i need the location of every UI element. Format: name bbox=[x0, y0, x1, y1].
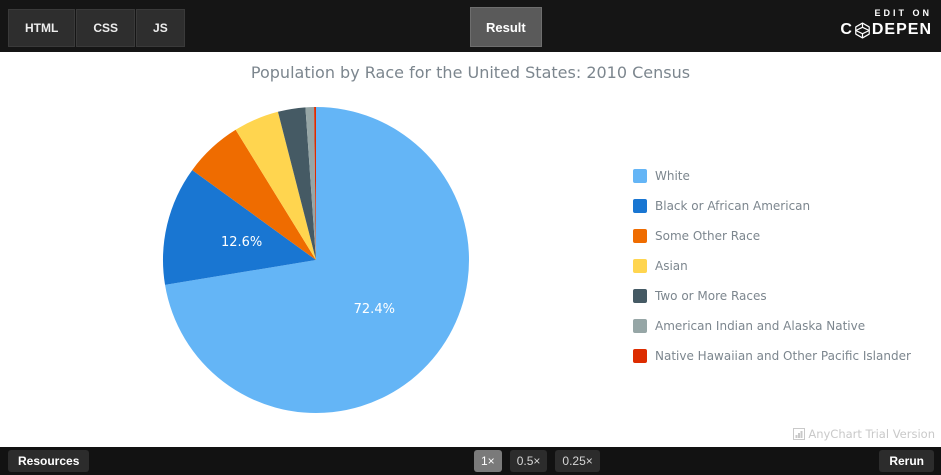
legend-label: White bbox=[655, 169, 690, 183]
legend-item-some-other-race[interactable]: Some Other Race bbox=[633, 221, 911, 251]
pie-slice-label-black-or-african-american: 12.6% bbox=[221, 235, 262, 250]
legend-label: Asian bbox=[655, 259, 688, 273]
pie-slice-white[interactable] bbox=[165, 107, 470, 413]
tab-css[interactable]: CSS bbox=[76, 9, 136, 47]
legend-item-two-or-more-races[interactable]: Two or More Races bbox=[633, 281, 911, 311]
legend-label: Black or African American bbox=[655, 199, 811, 213]
tab-html[interactable]: HTML bbox=[8, 9, 76, 47]
brand-suffix: DEPEN bbox=[871, 21, 932, 38]
pie-slice-two-or-more-races[interactable] bbox=[277, 107, 316, 260]
legend: White Black or African American Some Other… bbox=[633, 161, 911, 371]
pie-slice-asian[interactable] bbox=[235, 111, 316, 260]
bottom-bar: Resources 1× 0.5× 0.25× Rerun bbox=[0, 447, 941, 475]
edit-on-label: EDIT ON bbox=[874, 8, 932, 18]
legend-swatch-icon bbox=[633, 349, 647, 363]
pie-chart: 72.4% 12.6% bbox=[163, 106, 470, 413]
codepen-logo-icon bbox=[854, 21, 871, 39]
legend-item-asian[interactable]: Asian bbox=[633, 251, 911, 281]
legend-swatch-icon bbox=[633, 199, 647, 213]
zoom-0-25-button[interactable]: 0.25× bbox=[555, 450, 600, 472]
codepen-brand: C DEPEN bbox=[840, 21, 932, 39]
resources-button[interactable]: Resources bbox=[8, 450, 90, 472]
legend-swatch-icon bbox=[633, 289, 647, 303]
legend-item-native-hawaiian-and-other-pacific-islander[interactable]: Native Hawaiian and Other Pacific Island… bbox=[633, 341, 911, 371]
tab-result[interactable]: Result bbox=[470, 7, 542, 47]
pie-slice-black-or-african-american[interactable] bbox=[163, 170, 316, 285]
legend-label: Some Other Race bbox=[655, 229, 761, 243]
chart-title: Population by Race for the United States… bbox=[250, 63, 691, 82]
legend-label: Two or More Races bbox=[655, 289, 767, 303]
legend-swatch-icon bbox=[633, 319, 647, 333]
zoom-group: 1× 0.5× 0.25× bbox=[474, 447, 600, 475]
chart-area: Population by Race for the United States… bbox=[0, 52, 941, 447]
legend-item-white[interactable]: White bbox=[633, 161, 911, 191]
legend-item-american-indian-and-alaska-native[interactable]: American Indian and Alaska Native bbox=[633, 311, 911, 341]
legend-item-black-or-african-american[interactable]: Black or African American bbox=[633, 191, 911, 221]
pie-slice-some-other-race[interactable] bbox=[192, 129, 316, 260]
anychart-watermark[interactable]: AnyChart Trial Version bbox=[793, 427, 935, 441]
watermark-label: AnyChart Trial Version bbox=[808, 427, 935, 441]
edit-on-codepen-link[interactable]: EDIT ON C DEPEN bbox=[840, 8, 932, 39]
tab-js[interactable]: JS bbox=[136, 9, 185, 47]
legend-swatch-icon bbox=[633, 229, 647, 243]
legend-label: American Indian and Alaska Native bbox=[655, 319, 866, 333]
zoom-1-button[interactable]: 1× bbox=[474, 450, 502, 472]
rerun-button[interactable]: Rerun bbox=[879, 450, 934, 472]
legend-swatch-icon bbox=[633, 259, 647, 273]
zoom-0-5-button[interactable]: 0.5× bbox=[509, 450, 548, 472]
legend-swatch-icon bbox=[633, 169, 647, 183]
pie-slice-native-hawaiian-and-other-pacific-islander[interactable] bbox=[314, 106, 316, 260]
brand-prefix: C bbox=[840, 21, 853, 38]
pie-slice-american-indian-and-alaska-native[interactable] bbox=[305, 107, 316, 260]
anychart-logo-icon bbox=[793, 428, 806, 440]
top-bar: HTML CSS JS Result EDIT ON C DEPEN bbox=[0, 0, 941, 52]
pie-slice-label-white: 72.4% bbox=[354, 302, 395, 317]
legend-label: Native Hawaiian and Other Pacific Island… bbox=[655, 349, 911, 363]
code-tab-group: HTML CSS JS bbox=[8, 9, 185, 47]
